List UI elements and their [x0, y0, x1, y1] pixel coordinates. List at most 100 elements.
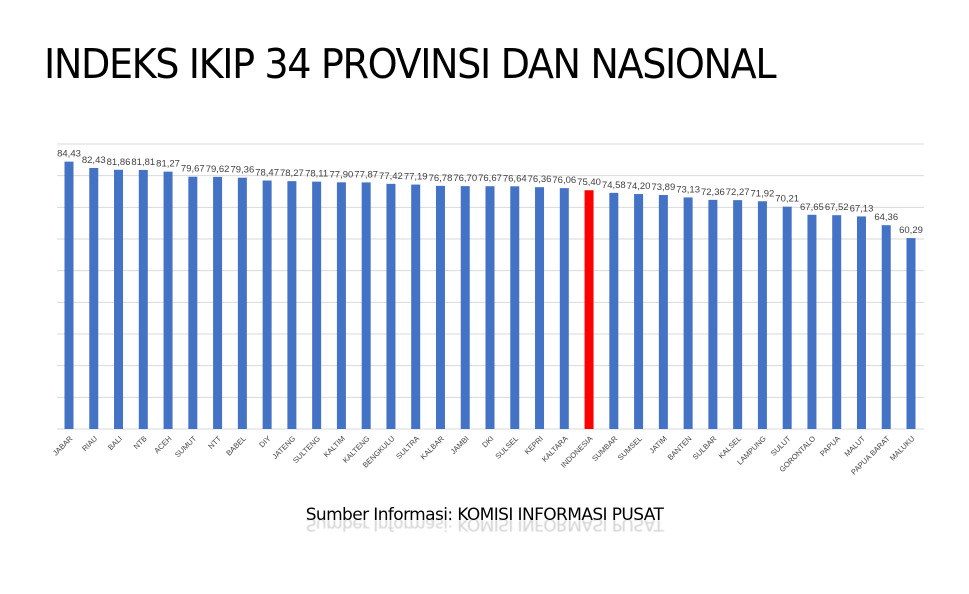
category-label: SUMSEL — [616, 434, 644, 462]
bar-malut — [856, 216, 866, 429]
data-label: 81,27 — [156, 159, 180, 170]
bar-aceh — [163, 171, 173, 429]
category-label: KEPRI — [523, 434, 545, 456]
bar-sulut — [782, 206, 792, 429]
bar-gorontalo — [807, 214, 817, 429]
bar-ntb — [138, 169, 148, 429]
bar-jatim — [658, 195, 668, 429]
category-label: MALUKU — [888, 434, 916, 462]
data-label: 71,92 — [751, 188, 775, 199]
bar-lampung — [757, 201, 767, 429]
category-label: SUMBAR — [590, 434, 619, 463]
data-label: 72,27 — [726, 187, 750, 198]
bar-sultra — [411, 184, 421, 429]
data-label: 84,43 — [57, 149, 81, 160]
category-label: JABAR — [51, 434, 75, 458]
data-label: 79,36 — [230, 165, 254, 176]
bar-bali — [114, 169, 124, 429]
data-label: 67,65 — [800, 202, 824, 213]
data-label: 73,13 — [676, 184, 700, 195]
data-label: 75,40 — [577, 177, 601, 188]
data-label: 76,78 — [429, 173, 453, 184]
bar-jabar — [64, 161, 74, 429]
data-label: 78,27 — [280, 168, 304, 179]
bar-jateng — [287, 181, 297, 429]
category-label: JATIM — [647, 434, 668, 455]
category-label: SULUT — [769, 434, 793, 458]
bar-diy — [262, 180, 272, 429]
data-label: 72,36 — [701, 187, 725, 198]
data-label: 73,89 — [651, 182, 675, 193]
data-label: 76,64 — [503, 173, 527, 184]
bar-sulsel — [510, 186, 520, 429]
data-label: 74,20 — [627, 181, 651, 192]
data-label: 67,13 — [850, 203, 874, 214]
chart-title: INDEKS IKIP 34 PROVINSI DAN NASIONAL — [44, 40, 777, 88]
data-label: 82,43 — [82, 155, 106, 166]
category-label: SULTENG — [291, 434, 322, 465]
category-label: NTT — [206, 434, 223, 451]
bar-dki — [485, 186, 495, 429]
bar-ntt — [213, 176, 223, 429]
bar-kaltim — [336, 182, 346, 429]
bar-kaltara — [559, 188, 569, 429]
category-labels: JABAR RIAU BALI NTB ACEH SUMUT NTT BABEL DIYJATE… — [51, 434, 916, 477]
source-caption: Sumber Informasi: KOMISI INFORMASI PUSAT… — [0, 505, 969, 534]
data-label: 60,29 — [899, 225, 923, 236]
data-label: 76,70 — [453, 173, 477, 184]
bar-sulbar — [708, 199, 718, 429]
data-label: 77,87 — [354, 169, 378, 180]
data-label: 76,67 — [478, 173, 502, 184]
bar-banten — [683, 197, 693, 429]
data-label: 67,52 — [825, 202, 849, 213]
category-label: NTB — [132, 434, 149, 451]
data-label: 81,81 — [131, 157, 155, 168]
bar-riau — [89, 167, 99, 429]
bar-babel — [237, 177, 247, 429]
data-label: 77,19 — [404, 172, 428, 183]
data-label: 79,67 — [181, 164, 205, 175]
data-label: 77,42 — [379, 171, 403, 182]
data-label: 78,11 — [305, 169, 328, 180]
category-label: SULTRA — [394, 434, 421, 461]
bar-kalbar — [435, 185, 445, 429]
data-label: 79,62 — [206, 164, 230, 175]
bar-papua-barat — [881, 225, 891, 429]
data-label: 78,47 — [255, 168, 279, 179]
bar-bengkulu — [386, 183, 396, 429]
data-label: 70,21 — [775, 194, 799, 205]
category-label: SULBAR — [691, 434, 719, 462]
category-label: DIY — [257, 434, 272, 449]
bar-kepri — [535, 187, 545, 429]
data-label: 74,58 — [602, 180, 626, 191]
category-label: SUMUT — [173, 434, 199, 460]
data-label: 81,86 — [107, 157, 131, 168]
bar-papua — [832, 215, 842, 429]
bar-sumbar — [609, 192, 619, 429]
data-label: 76,06 — [552, 175, 576, 186]
category-label: BABEL — [224, 434, 247, 457]
category-label: RIAU — [80, 434, 99, 453]
bar-sumsel — [634, 194, 644, 429]
category-label: JAMBI — [449, 434, 471, 456]
bar-sumut — [188, 176, 198, 429]
category-label: BALI — [106, 434, 124, 452]
source-reflection: Sumber Informasi: KOMISI INFORMASI PUSAT — [305, 520, 664, 534]
source-text: Sumber Informasi: KOMISI INFORMASI PUSAT — [305, 505, 664, 525]
data-label: 76,36 — [528, 174, 552, 185]
bar-sulteng — [312, 181, 322, 429]
data-label: 77,90 — [330, 169, 354, 180]
bar-indonesia — [584, 190, 594, 429]
data-label: 64,36 — [874, 212, 898, 223]
bar-maluku — [906, 238, 916, 429]
category-label: DKI — [480, 434, 495, 449]
bar-kalteng — [361, 182, 371, 429]
category-label: KALBAR — [419, 434, 447, 462]
category-label: PAPUA — [818, 434, 842, 458]
bar-jambi — [460, 186, 470, 429]
bars — [64, 161, 916, 429]
bar-kalsel — [733, 200, 743, 429]
category-label: SULSEL — [493, 434, 520, 461]
category-label: BANTEN — [666, 434, 694, 462]
